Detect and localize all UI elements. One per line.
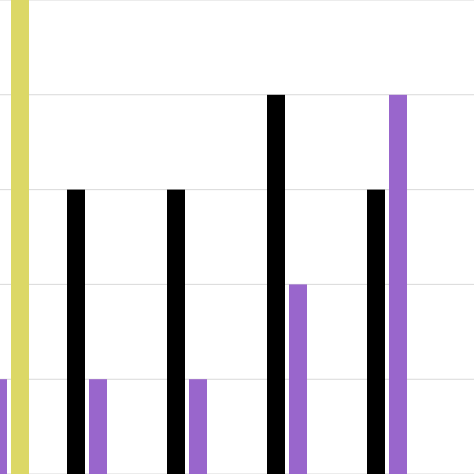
bar bbox=[0, 379, 7, 474]
bar bbox=[389, 94, 407, 474]
bar bbox=[289, 284, 307, 474]
bar bbox=[367, 189, 385, 474]
bar bbox=[167, 189, 185, 474]
bar bbox=[89, 379, 107, 474]
bar bbox=[189, 379, 207, 474]
bar bbox=[67, 189, 85, 474]
bar bbox=[11, 0, 29, 474]
bar bbox=[267, 94, 285, 474]
